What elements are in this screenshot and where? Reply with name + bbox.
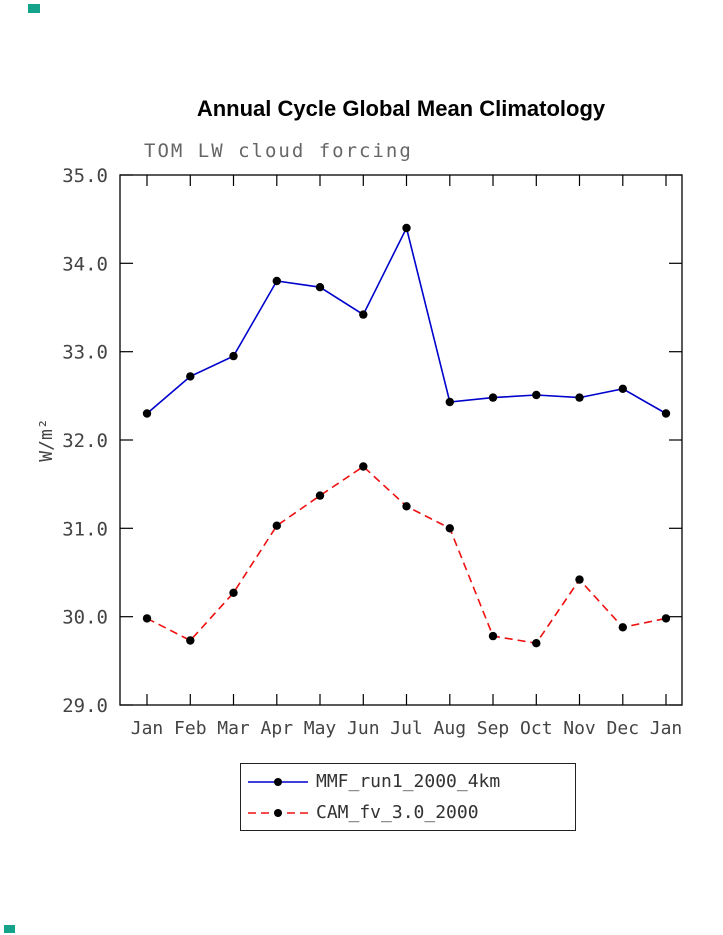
series-marker-1 bbox=[142, 614, 152, 623]
x-tick-label: Jan bbox=[650, 718, 683, 739]
y-tick-label: 32.0 bbox=[62, 430, 108, 452]
series-marker-0 bbox=[445, 397, 454, 407]
y-tick-label: 33.0 bbox=[62, 342, 108, 364]
x-tick-label: Apr bbox=[261, 718, 294, 739]
series-marker-0 bbox=[488, 393, 498, 402]
series-marker-1 bbox=[272, 521, 281, 530]
series-marker-1 bbox=[661, 614, 671, 623]
y-tick-label: 29.0 bbox=[62, 695, 108, 717]
series-line-0 bbox=[146, 225, 667, 415]
y-axis-label: W/m² bbox=[36, 418, 57, 461]
legend-row-mmf: MMF_run1_2000_4km bbox=[246, 766, 575, 797]
series-marker-0 bbox=[532, 390, 541, 400]
legend-row-cam: CAM_fv_3.0_2000 bbox=[246, 797, 575, 828]
y-tick-label: 31.0 bbox=[62, 518, 108, 540]
series-marker-0 bbox=[229, 351, 238, 361]
series-marker-1 bbox=[445, 524, 454, 533]
series-marker-0 bbox=[661, 409, 671, 418]
legend-line-sample-dashed bbox=[248, 808, 308, 817]
x-tick-label: Aug bbox=[434, 718, 467, 739]
series-marker-0 bbox=[618, 384, 627, 393]
x-tick-label: May bbox=[304, 718, 337, 739]
x-tick-label: Nov bbox=[563, 718, 596, 739]
series-marker-0 bbox=[186, 372, 195, 381]
x-tick-label: Dec bbox=[607, 718, 640, 739]
y-tick-label: 35.0 bbox=[62, 165, 108, 187]
legend-label-mmf: MMF_run1_2000_4km bbox=[316, 771, 501, 792]
series-marker-0 bbox=[402, 223, 411, 233]
legend-box: MMF_run1_2000_4km CAM_fv_3.0_2000 bbox=[240, 763, 576, 831]
legend-line-sample-solid bbox=[248, 777, 308, 786]
series-marker-1 bbox=[532, 639, 541, 648]
series-marker-1 bbox=[402, 502, 411, 511]
series-marker-0 bbox=[359, 310, 368, 319]
x-tick-label: Jul bbox=[390, 718, 423, 739]
series-marker-1 bbox=[488, 631, 498, 641]
chart-title: Annual Cycle Global Mean Climatology bbox=[196, 96, 606, 121]
series-marker-1 bbox=[618, 623, 627, 632]
x-tick-label: Mar bbox=[217, 718, 250, 739]
series-marker-1 bbox=[575, 575, 584, 584]
corner-artifact-top bbox=[28, 4, 40, 13]
x-tick-label: Jun bbox=[347, 718, 380, 739]
x-tick-label: Oct bbox=[520, 718, 553, 739]
series-marker-0 bbox=[315, 283, 325, 292]
series-marker-1 bbox=[186, 636, 195, 645]
legend-label-cam: CAM_fv_3.0_2000 bbox=[316, 802, 479, 823]
series-line-1 bbox=[146, 465, 667, 645]
series-marker-0 bbox=[272, 276, 281, 286]
series-marker-0 bbox=[142, 409, 152, 418]
y-tick-label: 34.0 bbox=[62, 253, 108, 275]
corner-artifact-bottom bbox=[4, 925, 15, 933]
series-marker-0 bbox=[575, 393, 584, 402]
series-marker-1 bbox=[315, 491, 325, 500]
x-tick-label: Jan bbox=[131, 718, 164, 739]
chart-subtitle: TOM LW cloud forcing bbox=[144, 140, 413, 162]
series-marker-1 bbox=[229, 588, 238, 597]
x-tick-label: Feb bbox=[174, 718, 207, 739]
series-marker-1 bbox=[359, 462, 368, 471]
x-tick-label: Sep bbox=[477, 718, 510, 739]
y-tick-label: 30.0 bbox=[62, 607, 108, 629]
